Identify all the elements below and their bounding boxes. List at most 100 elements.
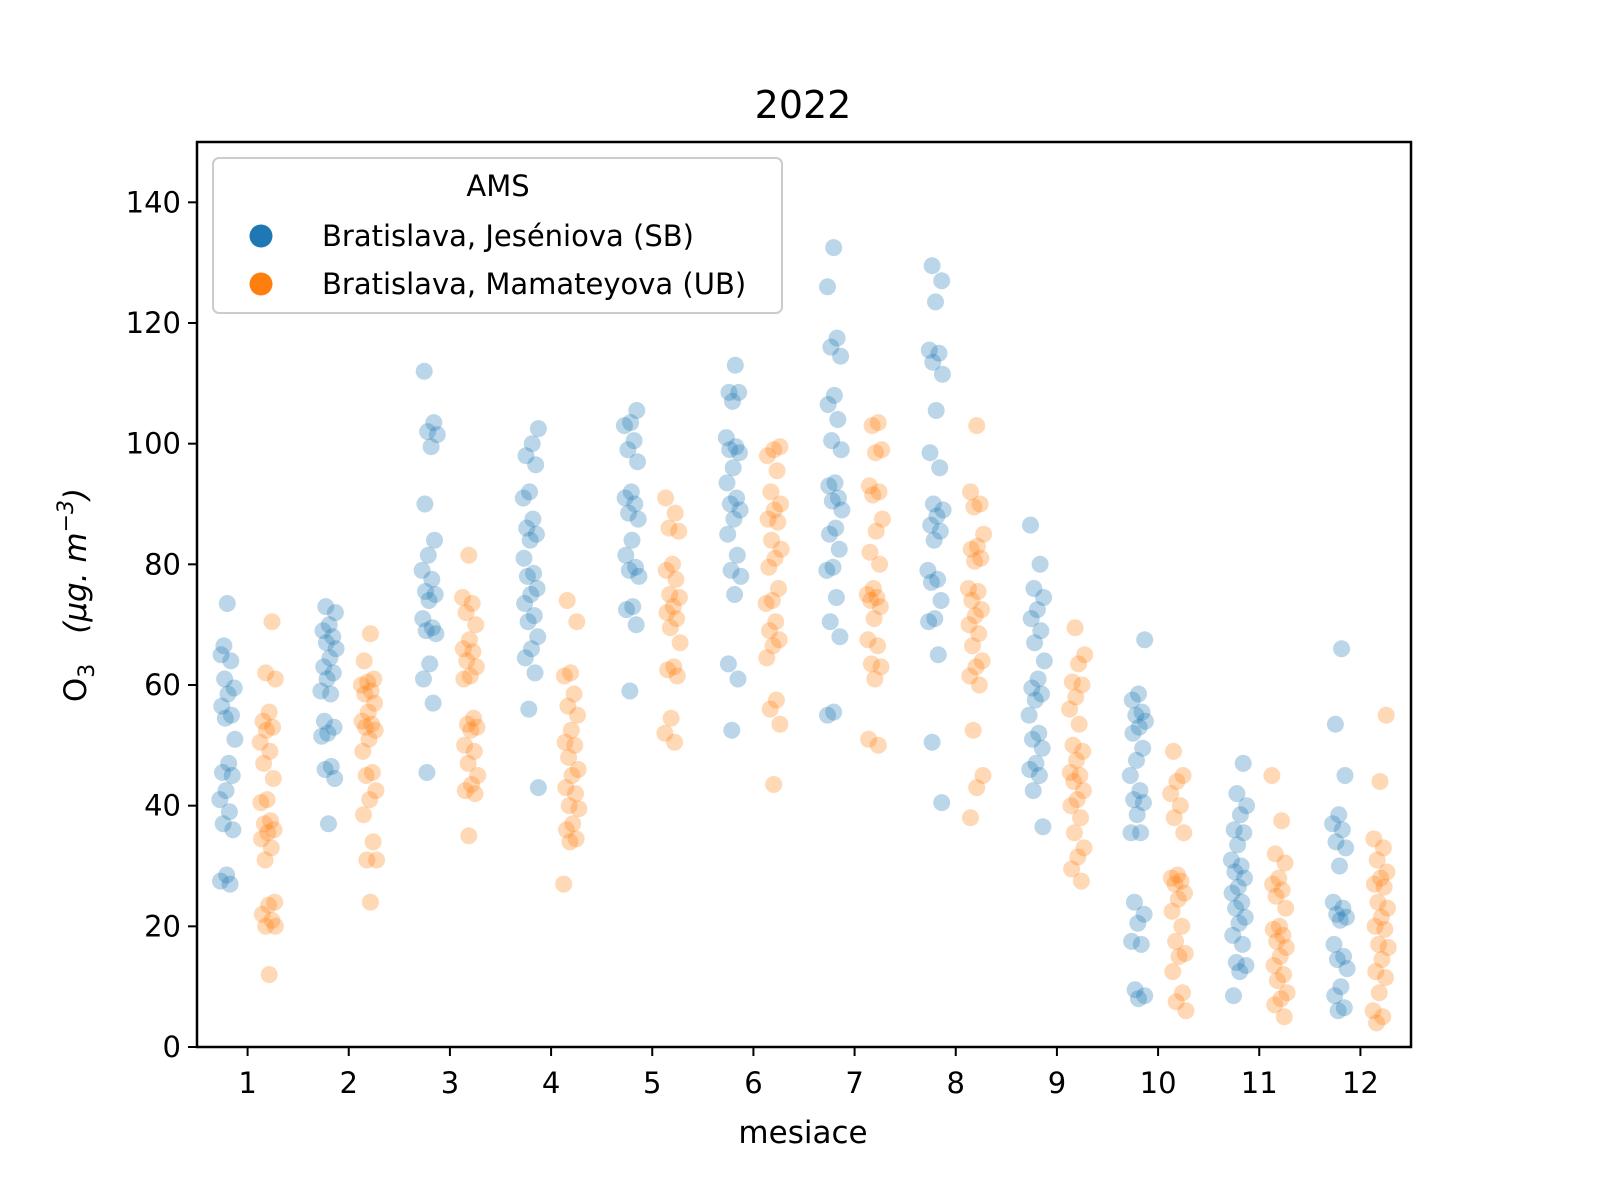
data-point	[518, 567, 536, 585]
data-point	[1331, 911, 1349, 929]
data-point	[860, 477, 878, 495]
data-point	[214, 764, 231, 781]
data-point	[827, 519, 845, 537]
data-point	[262, 839, 280, 857]
data-point	[921, 444, 939, 462]
data-point	[1022, 516, 1039, 534]
data-point	[515, 549, 533, 567]
data-point	[461, 631, 478, 649]
data-point	[456, 736, 474, 754]
data-point	[818, 561, 836, 579]
y-tick-label: 120	[126, 306, 181, 340]
data-point	[1021, 761, 1039, 778]
data-point	[216, 670, 234, 688]
data-point	[964, 637, 981, 655]
data-point	[660, 519, 678, 537]
data-point	[419, 423, 437, 441]
data-point	[1367, 963, 1385, 981]
data-point	[362, 682, 380, 700]
data-point	[1368, 851, 1386, 869]
data-point	[973, 652, 991, 670]
data-point	[1329, 1002, 1347, 1020]
data-point	[418, 764, 436, 781]
data-point	[1067, 688, 1085, 706]
data-point	[765, 441, 783, 459]
data-point	[223, 706, 240, 724]
data-point	[426, 586, 444, 603]
data-point	[726, 356, 744, 374]
data-point	[214, 815, 232, 833]
data-point	[1324, 893, 1342, 911]
data-point	[211, 791, 229, 809]
data-point	[1130, 990, 1147, 1008]
data-point	[761, 700, 779, 718]
data-point	[262, 812, 280, 830]
data-point	[662, 709, 680, 727]
data-point	[769, 513, 787, 531]
data-point	[1169, 866, 1187, 884]
data-point	[1166, 875, 1184, 893]
data-point	[355, 806, 372, 824]
data-point	[1369, 893, 1387, 911]
data-point	[862, 592, 880, 609]
data-point	[516, 649, 534, 667]
data-point	[555, 875, 573, 893]
data-point	[1225, 821, 1243, 839]
data-point	[1370, 935, 1388, 953]
data-point	[468, 718, 486, 736]
data-point	[215, 637, 233, 655]
data-point	[1234, 754, 1252, 772]
data-point	[620, 561, 638, 579]
data-point	[527, 525, 545, 543]
data-point	[1226, 863, 1244, 881]
data-point	[728, 546, 746, 564]
data-point	[1075, 839, 1093, 857]
data-point	[758, 447, 776, 465]
data-point	[1033, 739, 1051, 757]
data-point	[825, 386, 843, 404]
data-point	[765, 776, 783, 793]
data-point	[1065, 773, 1083, 790]
data-point	[1236, 908, 1254, 926]
data-point	[919, 561, 937, 579]
data-point	[320, 616, 338, 634]
data-point	[1368, 1014, 1385, 1032]
data-point	[826, 474, 844, 492]
data-point	[460, 546, 478, 564]
data-point	[1370, 984, 1388, 1002]
data-point	[865, 610, 883, 628]
data-point	[762, 483, 780, 501]
data-point	[772, 540, 790, 558]
data-point	[1273, 881, 1291, 899]
data-point	[517, 447, 535, 465]
data-point	[721, 441, 739, 459]
data-point	[1174, 767, 1192, 784]
data-point	[1032, 622, 1050, 640]
data-point	[1266, 845, 1284, 863]
data-point	[973, 601, 990, 619]
data-point	[1377, 969, 1394, 987]
data-point	[1373, 951, 1391, 968]
data-point	[1174, 984, 1191, 1002]
data-point	[355, 652, 373, 670]
data-point	[825, 703, 843, 721]
data-point	[427, 625, 445, 643]
data-point	[1126, 981, 1144, 999]
data-point	[1024, 782, 1042, 800]
data-point	[862, 655, 880, 673]
data-point	[819, 396, 837, 413]
data-point	[667, 570, 685, 588]
data-point	[833, 501, 851, 519]
data-point	[661, 586, 679, 603]
data-point	[1277, 939, 1295, 956]
data-point	[1136, 631, 1154, 649]
data-point	[666, 733, 684, 751]
data-point	[251, 733, 269, 751]
data-point	[463, 776, 480, 793]
y-tick-label: 20	[144, 909, 181, 943]
legend: AMS Bratislava, Jeséniova (SB) Bratislav…	[212, 157, 783, 314]
data-point	[556, 733, 574, 751]
data-point	[567, 830, 585, 848]
legend-marker-mamateyova	[249, 272, 273, 296]
